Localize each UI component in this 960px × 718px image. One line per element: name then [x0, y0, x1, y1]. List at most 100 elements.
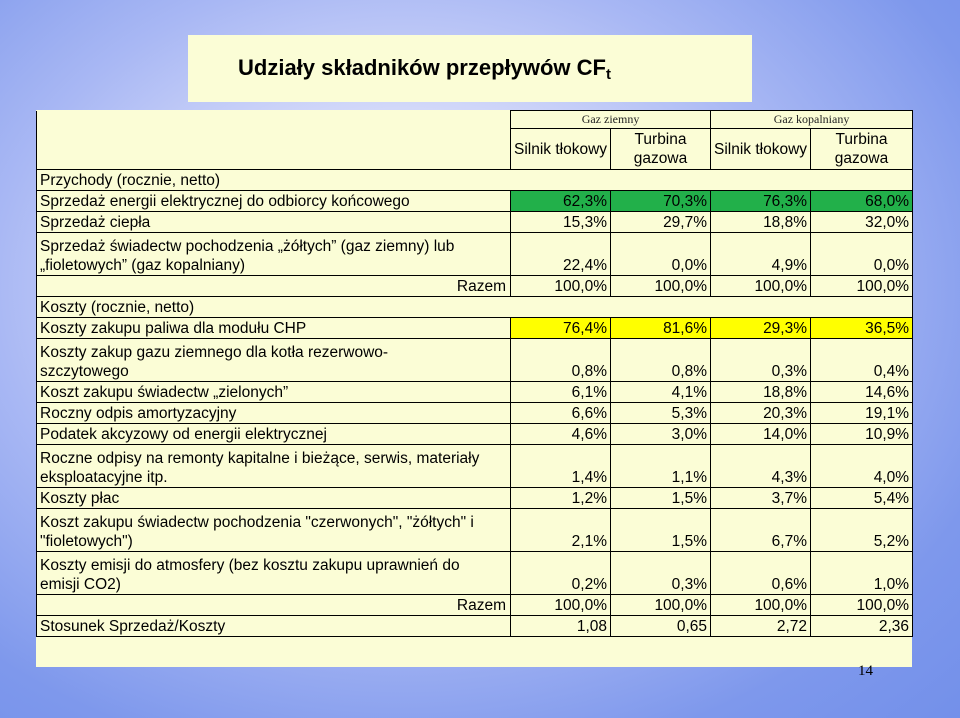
value-cell: 6,6% [510, 402, 611, 424]
row-label: Koszty emisji do atmosfery (bez kosztu z… [36, 551, 511, 595]
value-cell: 100,0% [510, 275, 611, 297]
table-row: Koszty zakupu paliwa dla modułu CHP 76,4… [36, 317, 914, 339]
total-label: Razem [36, 594, 511, 616]
header-group-row: Gaz ziemny Gaz kopalniany [36, 110, 914, 129]
value-cell: 0,6% [710, 551, 812, 595]
value-cell: 20,3% [710, 402, 812, 424]
value-cell: 18,8% [710, 381, 812, 403]
header-empty-cell [36, 110, 511, 129]
revenue-heading: Przychody (rocznie, netto) [35, 169, 914, 191]
value-cell: 70,3% [609, 190, 712, 212]
value-cell: 68,0% [810, 190, 914, 212]
slide-title-subscript: t [605, 66, 611, 83]
row-label: Koszty płac [36, 487, 511, 509]
table-row: Sprzedaż energii elektrycznej do odbiorc… [36, 190, 914, 212]
value-cell: 6,7% [710, 508, 812, 552]
value-cell: 18,8% [710, 211, 812, 233]
value-cell: 1,0% [810, 551, 914, 595]
total-row: Razem 100,0% 100,0% 100,0% 100,0% [36, 594, 914, 616]
value-cell: 62,3% [510, 190, 611, 212]
value-cell: 36,5% [810, 317, 914, 339]
value-cell: 4,3% [710, 444, 812, 488]
value-cell: 1,5% [609, 487, 712, 509]
value-cell: 100,0% [609, 275, 712, 297]
value-cell: 5,3% [609, 402, 712, 424]
value-cell: 10,9% [810, 423, 914, 445]
section-heading-row: Przychody (rocznie, netto) [35, 169, 914, 191]
row-label: Roczny odpis amortyzacyjny [36, 402, 511, 424]
costs-heading: Koszty (rocznie, netto) [35, 296, 914, 318]
group-header-gaz-ziemny: Gaz ziemny [509, 110, 712, 129]
value-cell: 2,1% [510, 508, 611, 552]
table-row: Koszt zakupu świadectw „zielonych” 6,1% … [36, 381, 914, 403]
value-cell: 0,2% [510, 551, 611, 595]
value-cell: 1,1% [609, 444, 712, 488]
cashflow-table: Gaz ziemny Gaz kopalniany Silnik tłokowy… [35, 110, 914, 637]
table-row: Koszt zakupu świadectw pochodzenia "czer… [36, 508, 914, 552]
value-cell: 81,6% [609, 317, 712, 339]
value-cell: 100,0% [609, 594, 712, 616]
value-cell: 14,6% [810, 381, 914, 403]
row-label: Sprzedaż energii elektrycznej do odbiorc… [36, 190, 511, 212]
value-cell: 22,4% [510, 232, 611, 276]
value-cell: 6,1% [510, 381, 611, 403]
table-row: Sprzedaż ciepła 15,3% 29,7% 18,8% 32,0% [36, 211, 914, 233]
column-header: Silnik tłokowy [510, 128, 611, 170]
row-label: Koszty zakupu paliwa dla modułu CHP [36, 317, 511, 339]
section-heading-row: Koszty (rocznie, netto) [35, 296, 914, 318]
value-cell: 14,0% [710, 423, 812, 445]
header-empty-cell [36, 128, 511, 170]
value-cell: 0,0% [609, 232, 712, 276]
table-row: Koszty emisji do atmosfery (bez kosztu z… [36, 551, 914, 595]
value-cell: 1,5% [609, 508, 712, 552]
table-row: Sprzedaż świadectw pochodzenia „żółtych”… [36, 232, 914, 276]
value-cell: 4,6% [510, 423, 611, 445]
value-cell: 4,0% [810, 444, 914, 488]
column-header: Turbina gazowa [810, 128, 914, 170]
table-row: Roczny odpis amortyzacyjny 6,6% 5,3% 20,… [36, 402, 914, 424]
row-label: Roczne odpisy na remonty kapitalne i bie… [36, 444, 511, 488]
ratio-row: Stosunek Sprzedaż/Koszty 1,08 0,65 2,72 … [36, 615, 914, 637]
value-cell: 1,4% [510, 444, 611, 488]
value-cell: 76,3% [710, 190, 812, 212]
value-cell: 0,8% [609, 338, 712, 382]
value-cell: 0,3% [609, 551, 712, 595]
value-cell: 100,0% [810, 275, 914, 297]
value-cell: 100,0% [710, 275, 812, 297]
value-cell: 4,9% [710, 232, 812, 276]
page-number: 14 [858, 663, 873, 679]
slide-title-main: Udziały składników przepływów CF [238, 55, 606, 80]
row-label: Koszty zakup gazu ziemnego dla kotła rez… [36, 338, 511, 382]
header-column-row: Silnik tłokowy Turbina gazowa Silnik tło… [36, 128, 914, 170]
slide-title: Udziały składników przepływów CFt [238, 55, 611, 83]
value-cell: 3,7% [710, 487, 812, 509]
value-cell: 29,3% [710, 317, 812, 339]
table-row: Koszty zakup gazu ziemnego dla kotła rez… [36, 338, 914, 382]
value-cell: 2,72 [710, 615, 812, 637]
value-cell: 5,2% [810, 508, 914, 552]
table-row: Koszty płac 1,2% 1,5% 3,7% 5,4% [36, 487, 914, 509]
title-panel: Udziały składników przepływów CFt [188, 35, 752, 102]
column-header: Turbina gazowa [609, 128, 712, 170]
value-cell: 100,0% [510, 594, 611, 616]
value-cell: 100,0% [810, 594, 914, 616]
value-cell: 1,08 [510, 615, 611, 637]
value-cell: 32,0% [810, 211, 914, 233]
column-header: Silnik tłokowy [710, 128, 812, 170]
value-cell: 76,4% [510, 317, 611, 339]
value-cell: 29,7% [609, 211, 712, 233]
cashflow-table-panel: Gaz ziemny Gaz kopalniany Silnik tłokowy… [35, 110, 914, 667]
row-label: Sprzedaż świadectw pochodzenia „żółtych”… [36, 232, 511, 276]
value-cell: 3,0% [609, 423, 712, 445]
value-cell: 4,1% [609, 381, 712, 403]
value-cell: 19,1% [810, 402, 914, 424]
value-cell: 2,36 [810, 615, 914, 637]
row-label: Sprzedaż ciepła [36, 211, 511, 233]
value-cell: 1,2% [510, 487, 611, 509]
value-cell: 0,0% [810, 232, 914, 276]
row-label: Stosunek Sprzedaż/Koszty [36, 615, 511, 637]
value-cell: 0,65 [609, 615, 712, 637]
total-label: Razem [36, 275, 511, 297]
row-label: Koszt zakupu świadectw pochodzenia "czer… [36, 508, 511, 552]
row-label: Podatek akcyzowy od energii elektrycznej [36, 423, 511, 445]
